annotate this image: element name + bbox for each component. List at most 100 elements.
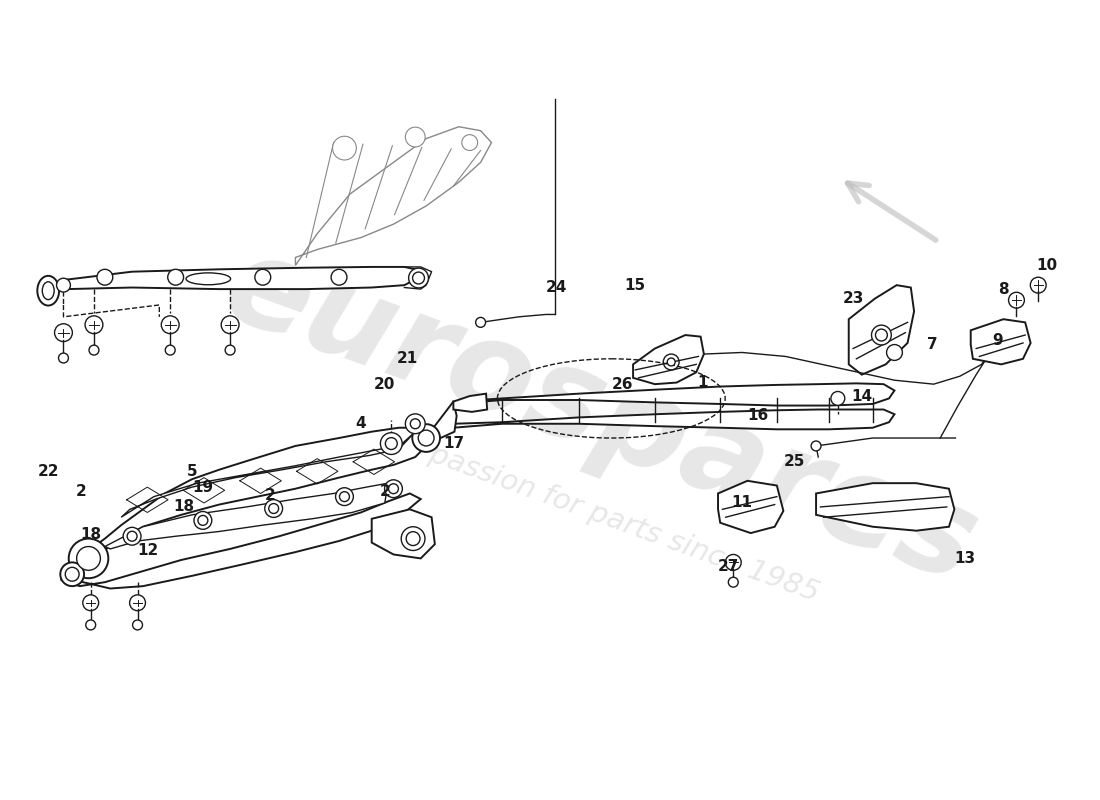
Text: 11: 11 [732,495,752,510]
Polygon shape [104,483,388,549]
Circle shape [77,546,100,570]
Text: 12: 12 [138,543,160,558]
Circle shape [82,595,99,610]
Circle shape [475,318,485,327]
Circle shape [255,270,271,285]
Circle shape [830,391,845,406]
Text: 15: 15 [625,278,646,293]
Circle shape [97,270,113,285]
Polygon shape [634,335,704,384]
Circle shape [728,578,738,587]
Circle shape [198,515,208,526]
Circle shape [412,424,440,452]
Circle shape [331,270,346,285]
Polygon shape [970,319,1031,364]
Circle shape [381,433,403,454]
Text: 20: 20 [374,377,396,392]
Text: 4: 4 [355,416,366,431]
Circle shape [1031,278,1046,293]
Polygon shape [718,481,783,533]
Circle shape [410,419,420,429]
Text: 18: 18 [80,527,101,542]
Circle shape [221,316,239,334]
Circle shape [668,358,675,366]
Circle shape [725,554,741,570]
Circle shape [123,527,141,545]
Text: 19: 19 [192,480,213,494]
Text: 2: 2 [379,483,390,498]
Circle shape [1009,292,1024,308]
Circle shape [165,345,175,355]
Text: 27: 27 [718,559,739,574]
Polygon shape [372,510,434,558]
Ellipse shape [42,282,54,300]
Circle shape [887,345,902,360]
Polygon shape [45,267,416,295]
Circle shape [663,354,679,370]
Polygon shape [816,483,955,530]
Circle shape [336,488,353,506]
Circle shape [406,127,426,147]
Polygon shape [453,383,894,430]
Text: eurospares: eurospares [208,224,992,608]
Text: 17: 17 [443,436,464,451]
Circle shape [406,414,426,434]
Text: 18: 18 [174,499,195,514]
Text: a passion for parts since 1985: a passion for parts since 1985 [399,430,823,607]
Ellipse shape [37,276,59,306]
Text: 13: 13 [955,551,976,566]
Circle shape [811,441,821,451]
Circle shape [55,324,73,342]
Circle shape [133,620,143,630]
Circle shape [162,316,179,334]
Text: 22: 22 [37,464,59,478]
Circle shape [385,480,403,498]
Circle shape [408,268,428,288]
Polygon shape [62,428,431,581]
Circle shape [418,430,434,446]
Circle shape [332,136,356,160]
Text: 8: 8 [998,282,1009,297]
Text: 9: 9 [992,333,1003,348]
Circle shape [89,345,99,355]
Circle shape [194,511,212,530]
Text: 16: 16 [748,408,769,423]
Text: 2: 2 [265,487,276,502]
Text: 1: 1 [697,375,708,390]
Text: 25: 25 [783,454,805,470]
Polygon shape [453,394,487,412]
Circle shape [128,531,138,541]
Circle shape [167,270,184,285]
Circle shape [56,278,70,292]
Text: 2: 2 [76,483,86,498]
Circle shape [402,526,425,550]
Text: 21: 21 [397,351,418,366]
Circle shape [60,562,84,586]
Circle shape [388,484,398,494]
Ellipse shape [186,273,231,285]
Circle shape [871,325,891,345]
Circle shape [268,503,278,514]
Circle shape [406,532,420,546]
Circle shape [226,345,235,355]
Circle shape [68,538,108,578]
Polygon shape [849,285,914,374]
Circle shape [412,272,425,284]
Text: 14: 14 [851,389,872,403]
Circle shape [385,438,397,450]
Circle shape [876,329,888,341]
Text: 7: 7 [927,337,938,352]
Circle shape [85,316,103,334]
Polygon shape [67,494,420,589]
Circle shape [462,134,477,150]
Text: 26: 26 [612,377,632,392]
Polygon shape [431,402,456,440]
Text: 23: 23 [843,291,864,306]
Circle shape [130,595,145,610]
Circle shape [265,500,283,518]
Circle shape [65,567,79,581]
Polygon shape [121,432,416,518]
Text: 10: 10 [1036,258,1057,273]
Text: 24: 24 [547,280,568,295]
Circle shape [58,353,68,363]
